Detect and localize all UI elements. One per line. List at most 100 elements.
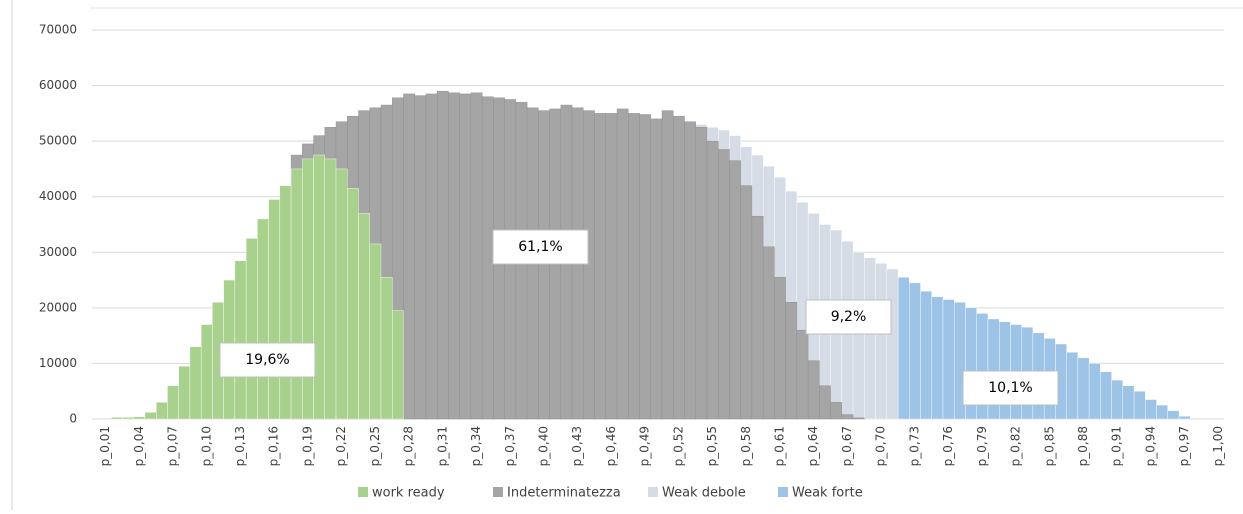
bar [122, 417, 134, 420]
x-tick-label: p_0,73 [907, 426, 921, 466]
y-tick-label: 10000 [39, 356, 77, 370]
bar [616, 108, 629, 420]
x-tick-label: p_0,19 [300, 426, 314, 466]
x-tick-label: p_0,40 [536, 426, 550, 466]
bar [1145, 399, 1157, 420]
bar [931, 296, 944, 420]
annotation-box [492, 229, 589, 265]
bar [302, 158, 314, 420]
x-tick-label: p_0,37 [503, 426, 517, 466]
annotation-box [805, 299, 892, 335]
legend-label: Weak debole [662, 486, 746, 501]
bar [335, 168, 348, 420]
bar [886, 268, 899, 420]
x-tick-label: p_0,76 [941, 426, 955, 466]
bar [425, 93, 438, 420]
bar [830, 402, 843, 420]
bar [740, 185, 753, 420]
bar [1066, 352, 1079, 420]
bar [897, 277, 910, 420]
bar [639, 114, 651, 420]
x-tick-label: p_0,58 [739, 426, 753, 466]
x-tick-label: p_0,43 [570, 426, 584, 466]
bar [1077, 357, 1090, 420]
bar [414, 95, 427, 420]
bar [313, 154, 325, 420]
annotation: 10,1% [988, 380, 1032, 396]
y-tick-label: 50000 [39, 134, 77, 148]
bar [1088, 363, 1101, 420]
bar [785, 302, 798, 420]
x-tick-label: p_0,13 [233, 426, 247, 466]
annotation: 19,6% [245, 352, 289, 368]
bar [864, 257, 876, 420]
bar [718, 149, 730, 420]
bar [807, 360, 820, 420]
bar [234, 260, 247, 420]
legend-swatch [778, 487, 788, 497]
bar [909, 282, 921, 420]
bar [111, 417, 123, 420]
bar [762, 246, 775, 420]
bar [155, 402, 168, 420]
y-tick-label: 20000 [39, 300, 77, 314]
bar [594, 113, 606, 420]
bar [189, 346, 202, 420]
bar [538, 110, 550, 420]
x-tick-label: p_0,52 [671, 426, 685, 466]
annotation: 9,2% [831, 309, 867, 325]
bar [178, 366, 191, 420]
bar [852, 252, 865, 420]
bar [392, 310, 404, 420]
legend-label: work ready [372, 486, 445, 501]
x-tick-label: p_0,25 [368, 426, 382, 466]
bar [673, 115, 685, 420]
bar [1111, 379, 1124, 420]
x-tick-label: p_0,82 [1009, 426, 1023, 466]
x-tick-label: p_0,49 [638, 426, 652, 466]
annotation-box [962, 370, 1059, 406]
bar [133, 416, 146, 420]
bar [628, 113, 640, 420]
bar [279, 185, 292, 420]
x-tick-label: p_0,31 [435, 426, 449, 466]
legend-label: Weak forte [792, 486, 863, 501]
bar [144, 412, 157, 420]
bar [200, 324, 213, 420]
bar [257, 218, 269, 420]
x-tick-label: p_0,46 [604, 426, 618, 466]
x-tick-label: p_0,64 [806, 426, 820, 466]
bar [369, 243, 382, 420]
bar [852, 417, 865, 420]
bar [751, 215, 764, 420]
bar [605, 113, 618, 420]
x-tick-label: p_0,04 [132, 426, 146, 466]
x-tick-label: p_0,97 [1177, 426, 1191, 466]
x-tick-label: p_0,85 [1042, 426, 1056, 466]
x-tick-label: p_0,94 [1143, 426, 1157, 466]
bar [437, 90, 449, 420]
bar [167, 385, 179, 420]
y-tick-label: 70000 [39, 23, 77, 37]
x-tick-label: p_0,28 [402, 426, 416, 466]
x-tick-label: p_0,91 [1110, 426, 1124, 466]
bar [403, 93, 415, 420]
bar [1133, 391, 1146, 420]
bar [774, 277, 786, 420]
x-tick-label: p_1,00 [1211, 426, 1225, 466]
bar [1156, 404, 1169, 420]
bar [920, 290, 932, 420]
bar [875, 263, 887, 420]
bar [684, 121, 696, 420]
legend-swatch [358, 487, 368, 497]
annotation-box [219, 342, 316, 378]
bar [1100, 371, 1112, 420]
x-tick-label: p_0,22 [334, 426, 348, 466]
bar [706, 140, 719, 420]
bar [481, 96, 494, 420]
x-tick-label: p_0,10 [199, 426, 213, 466]
legend-swatch [493, 487, 503, 497]
bar [459, 93, 472, 420]
bar [448, 92, 460, 420]
x-tick-label: p_0,16 [267, 426, 281, 466]
